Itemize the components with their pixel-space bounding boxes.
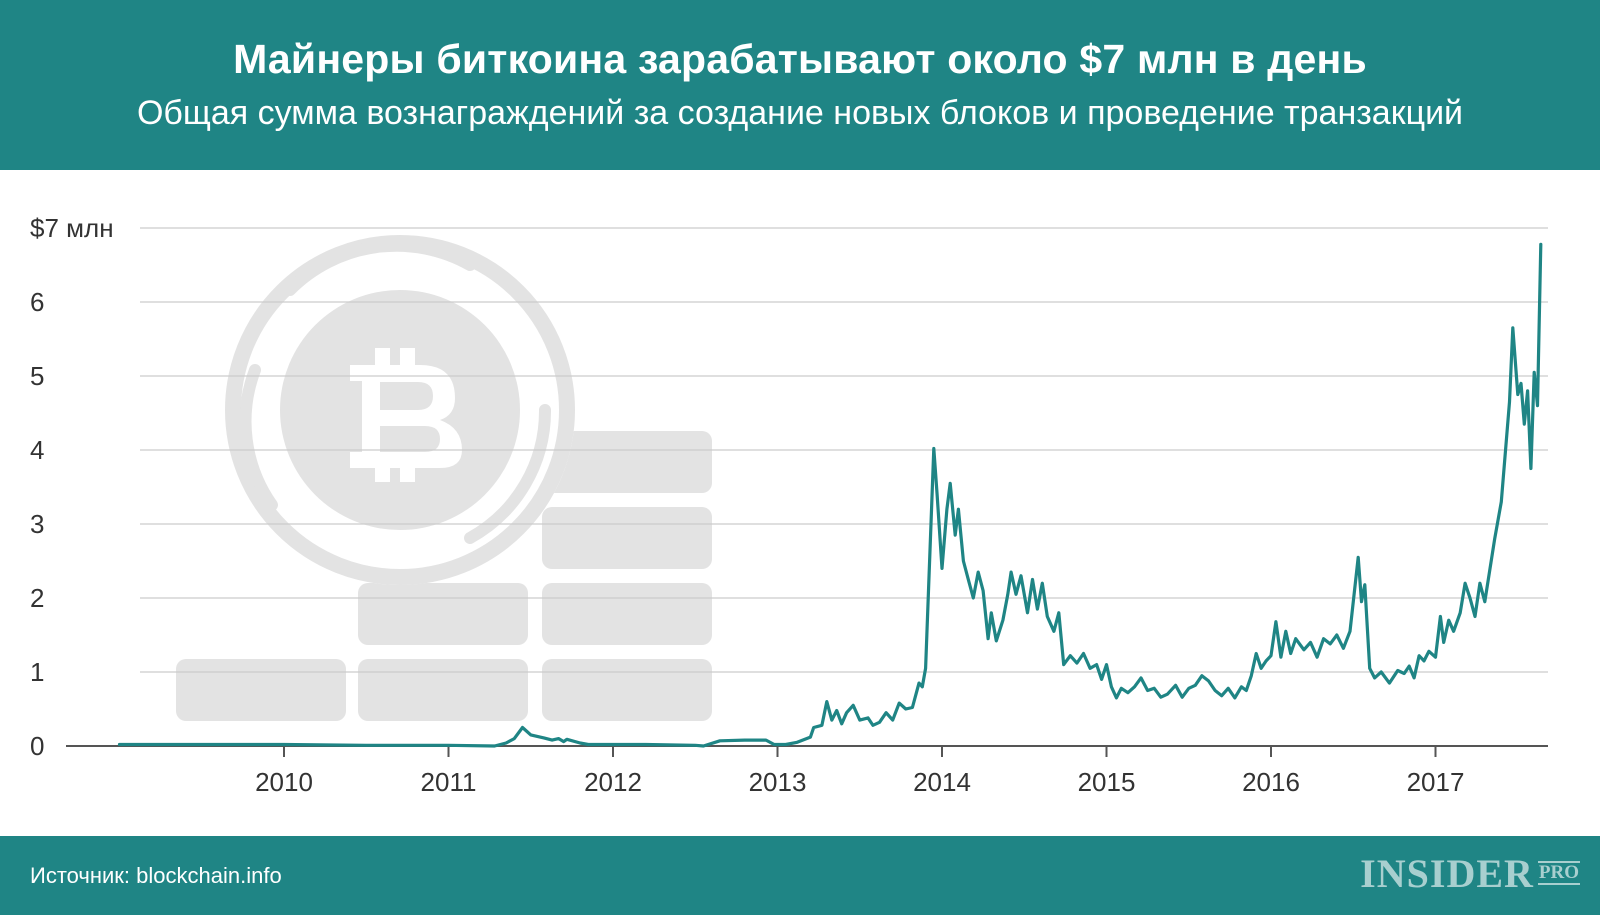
y-tick-label: 2	[30, 583, 44, 613]
x-tick-label: 2015	[1078, 767, 1136, 797]
brick-shape	[542, 507, 712, 569]
x-tick-label: 2012	[584, 767, 642, 797]
y-tick-label: 1	[30, 657, 44, 687]
footer: Источник: blockchain.info INSIDER PRO	[0, 836, 1600, 915]
gridlines	[140, 227, 1548, 673]
bitcoin-illustration	[176, 235, 712, 721]
brick-shape	[542, 583, 712, 645]
y-tick-label: $7 млн	[30, 213, 114, 243]
logo-wordmark: INSIDER	[1360, 850, 1534, 896]
x-tick-label: 2011	[421, 767, 477, 797]
chart-area: 0 1 2 3 4 5 6 $7 млн 2010 2011 2012 2013 2014 2015 20…	[0, 170, 1600, 836]
series-line-miner-revenue	[117, 242, 1543, 748]
y-tick-label: 6	[30, 287, 44, 317]
x-tick-label: 2017	[1407, 767, 1465, 797]
chart-subtitle: Общая сумма вознаграждений за создание н…	[136, 94, 1464, 132]
bitcoin-icon	[350, 348, 462, 482]
x-axis: 2010 2011 2012 2013 2014 2015 2016 2017	[66, 745, 1548, 797]
series-group	[117, 242, 1543, 748]
x-tick-label: 2014	[913, 767, 971, 797]
source-note: Источник: blockchain.info	[30, 863, 282, 888]
y-tick-label: 5	[30, 361, 44, 391]
coin-arc-left	[239, 364, 278, 511]
bitcoin-letter	[350, 365, 462, 468]
brick-shape	[176, 659, 346, 721]
x-tick-label: 2010	[255, 767, 313, 797]
logo-pro-badge: PRO	[1537, 861, 1580, 885]
y-tick-label: 3	[30, 509, 44, 539]
bitcoin-stroke-top-left	[375, 348, 390, 370]
x-tick-label: 2016	[1242, 767, 1300, 797]
brick-shape	[542, 659, 712, 721]
header: Майнеры биткоина зарабатывают около $7 м…	[0, 0, 1600, 170]
brick-shape	[358, 583, 528, 645]
y-tick-label: 0	[30, 731, 44, 761]
brick-shape	[358, 659, 528, 721]
insider-pro-logo[interactable]: INSIDER PRO	[1360, 848, 1580, 898]
y-tick-label: 4	[30, 435, 44, 465]
x-tick-label: 2013	[749, 767, 807, 797]
coin-arc-right	[464, 404, 552, 544]
chart-title: Майнеры биткоина зарабатывают около $7 м…	[233, 36, 1367, 82]
coin-arc-top	[284, 239, 476, 296]
bitcoin-stroke-top-right	[400, 348, 415, 370]
y-axis-labels: 0 1 2 3 4 5 6 $7 млн	[30, 213, 114, 761]
brick-shape	[542, 431, 712, 493]
